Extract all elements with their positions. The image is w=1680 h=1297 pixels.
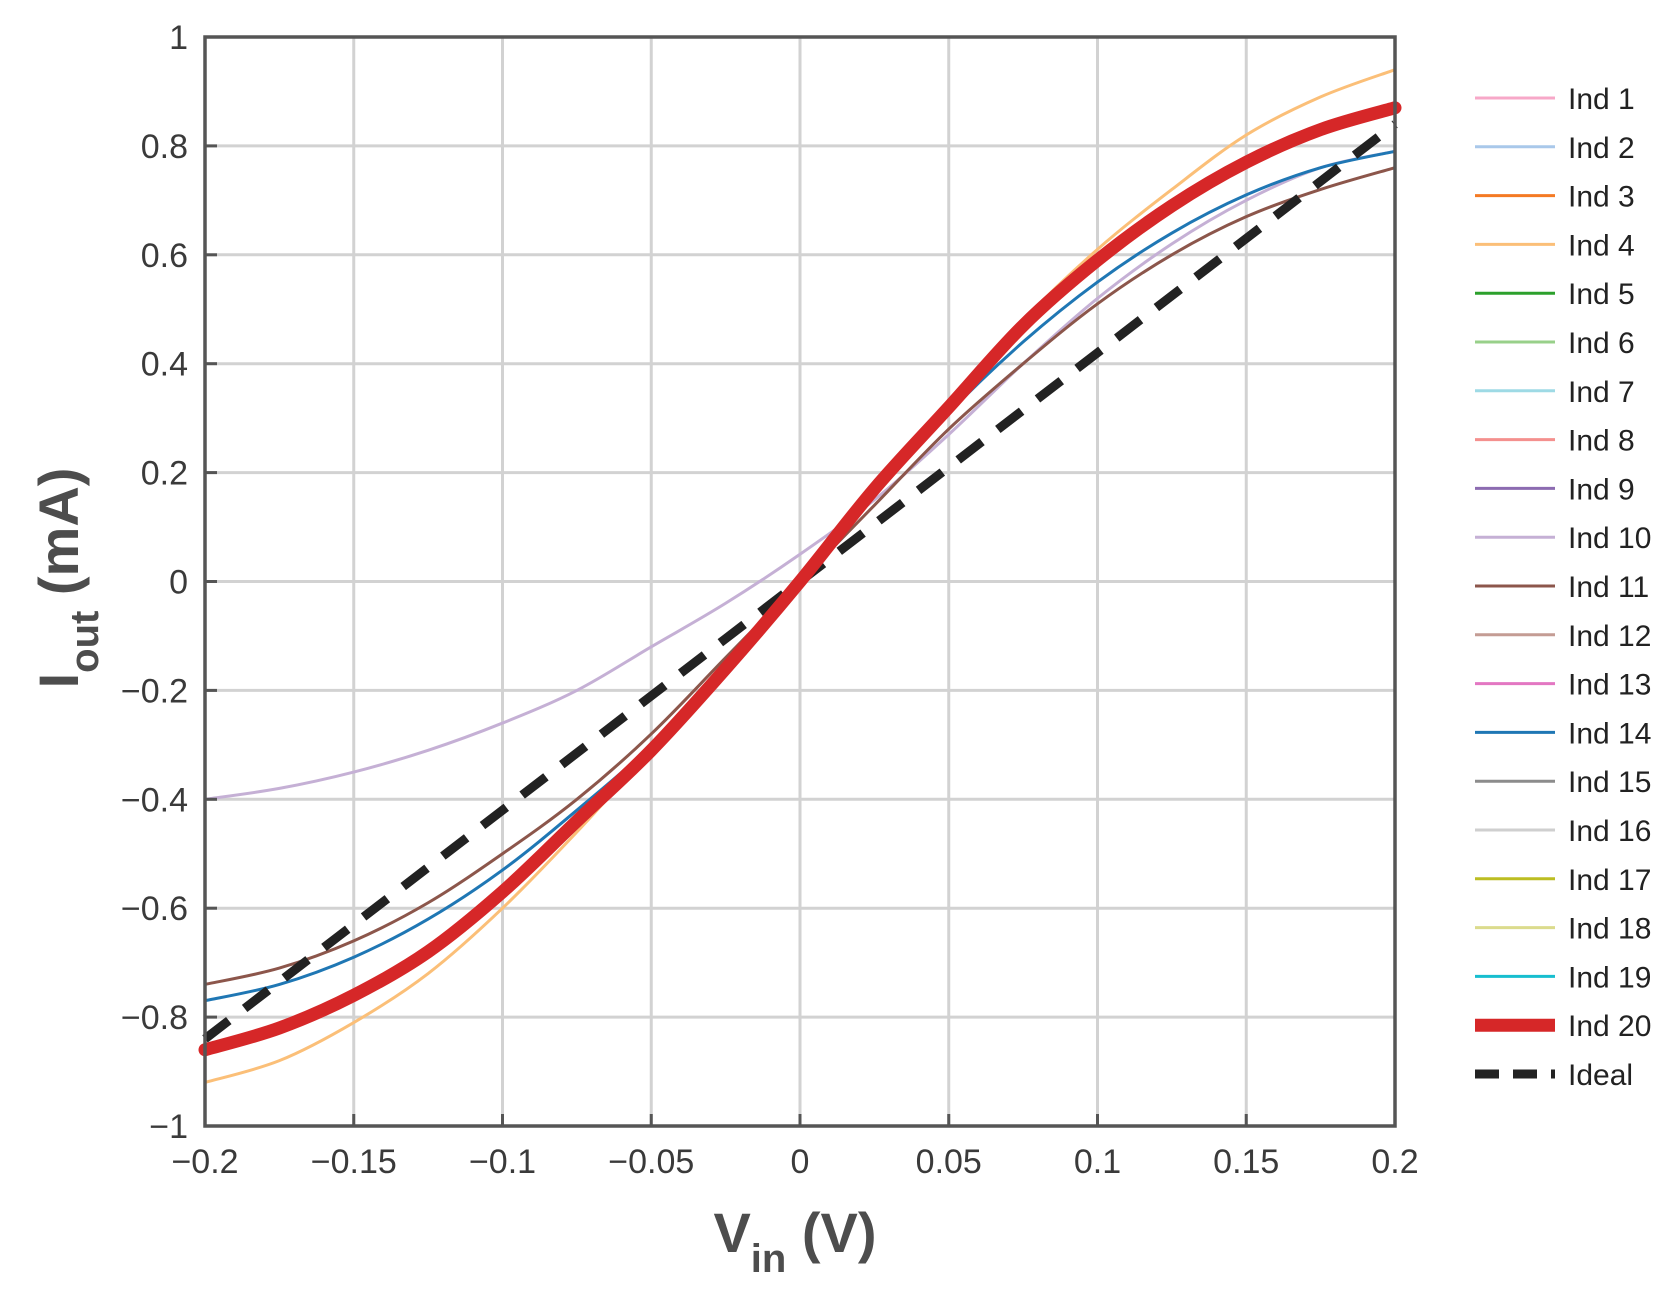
x-tick-label-8: 0.2: [1371, 1143, 1418, 1181]
y-tick-label-8: −0.6: [121, 890, 188, 928]
legend-label-ind-16: Ind 16: [1568, 815, 1651, 848]
legend-label-ind-17: Ind 17: [1568, 864, 1651, 897]
y-tick-label-7: −0.4: [121, 781, 188, 819]
x-tick-label-5: 0.05: [916, 1143, 982, 1181]
x-tick-label-6: 0.1: [1074, 1143, 1121, 1181]
legend-label-ind-4: Ind 4: [1568, 229, 1635, 262]
series-lines: [198, 68, 1402, 1084]
legend-label-ind-7: Ind 7: [1568, 376, 1635, 409]
y-tick-label-0: 1: [169, 19, 188, 57]
y-axis-label-subscript: out: [63, 611, 107, 673]
y-axis-ticks: 1 0.8 0.6 0.4 0.2 0 −0.2 −0.4 −0.6 −0.8 −1: [121, 19, 217, 1146]
legend: Ind 1 Ind 2 Ind 3 Ind 4 Ind 5 Ind 6 Ind 7 Ind 8…: [1475, 83, 1651, 1092]
y-axis-label-main: I: [27, 673, 90, 689]
x-axis-ticks: −0.2 −0.15 −0.1 −0.05 0 0.05 0.1 0.15 0.2: [171, 1114, 1419, 1181]
legend-label-ind-1: Ind 1: [1568, 83, 1635, 116]
x-tick-label-3: −0.05: [608, 1143, 694, 1181]
y-tick-label-2: 0.6: [141, 237, 188, 275]
y-axis-label-unit: (mA): [27, 468, 90, 611]
legend-label-ind-18: Ind 18: [1568, 913, 1651, 946]
y-tick-label-1: 0.8: [141, 128, 188, 166]
series-line-ind-10: [203, 149, 1397, 801]
legend-label-ind-8: Ind 8: [1568, 425, 1635, 458]
y-tick-label-3: 0.4: [141, 346, 188, 384]
legend-label-ind-11: Ind 11: [1568, 571, 1649, 604]
x-tick-label-0: −0.2: [171, 1143, 238, 1181]
y-tick-label-6: −0.2: [121, 672, 188, 710]
legend-label-ideal: Ideal: [1568, 1059, 1633, 1092]
x-tick-label-4: 0: [791, 1143, 810, 1181]
x-tick-label-1: −0.15: [311, 1143, 397, 1181]
y-axis-label: Iout (mA): [27, 468, 107, 689]
y-tick-label-4: 0.2: [141, 455, 188, 493]
legend-label-ind-3: Ind 3: [1568, 181, 1635, 214]
x-axis-label-unit: (V): [786, 1201, 876, 1264]
x-tick-label-2: −0.1: [469, 1143, 536, 1181]
x-axis-label-subscript: in: [751, 1237, 787, 1281]
legend-label-ind-2: Ind 2: [1568, 132, 1635, 165]
legend-label-ind-5: Ind 5: [1568, 278, 1635, 311]
x-axis-label-main: V: [713, 1201, 750, 1264]
y-tick-label-9: −0.8: [121, 999, 188, 1037]
legend-label-ind-15: Ind 15: [1568, 766, 1651, 799]
legend-label-ind-19: Ind 19: [1568, 961, 1651, 994]
x-axis-label: Vin (V): [713, 1201, 876, 1281]
legend-label-ind-20: Ind 20: [1568, 1010, 1651, 1043]
x-tick-label-7: 0.15: [1213, 1143, 1279, 1181]
legend-label-ind-13: Ind 13: [1568, 669, 1651, 702]
legend-label-ind-9: Ind 9: [1568, 473, 1635, 506]
series-line-ind-20: [198, 101, 1402, 1057]
grid: [203, 35, 1397, 1128]
legend-label-ind-6: Ind 6: [1568, 327, 1635, 360]
legend-label-ind-12: Ind 12: [1568, 620, 1651, 653]
legend-label-ind-10: Ind 10: [1568, 522, 1651, 555]
y-tick-label-10: −1: [149, 1108, 188, 1146]
y-tick-label-5: 0: [169, 564, 188, 602]
legend-label-ind-14: Ind 14: [1568, 717, 1651, 750]
